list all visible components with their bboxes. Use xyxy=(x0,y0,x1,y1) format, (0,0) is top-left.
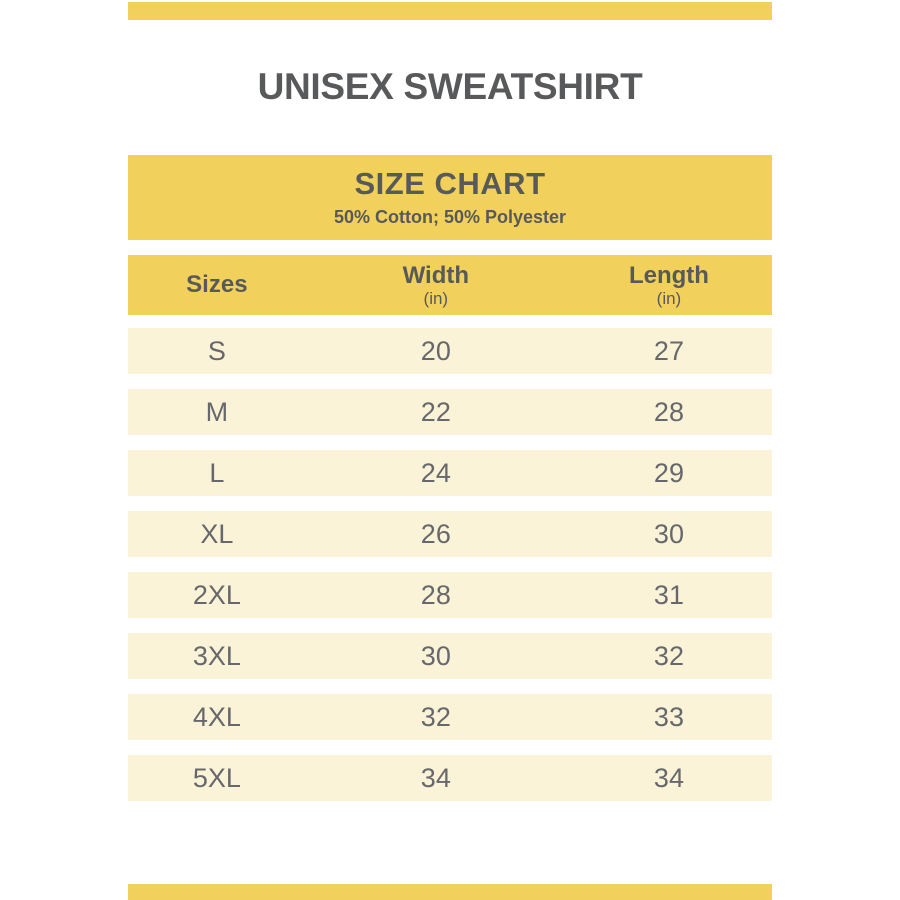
width-cell: 26 xyxy=(420,519,451,549)
table-row: S 20 27 xyxy=(128,328,772,374)
table-body: S 20 27 M 22 28 L 24 29 XL 26 30 2XL 28 … xyxy=(128,328,772,801)
fabric-composition-subtitle: 50% Cotton; 50% Polyester xyxy=(333,207,567,227)
table-row: M 22 28 xyxy=(128,389,772,435)
size-chart-title: SIZE CHART xyxy=(354,166,546,201)
column-header-length: Length (in) xyxy=(566,255,772,315)
width-cell: 28 xyxy=(420,580,451,610)
column-label: Length xyxy=(628,261,709,289)
size-cell: XL xyxy=(200,519,234,549)
size-cell: 4XL xyxy=(192,702,241,732)
table-row: XL 26 30 xyxy=(128,511,772,557)
top-accent-bar xyxy=(128,2,772,20)
column-unit: (in) xyxy=(656,288,682,308)
table-row: 4XL 32 33 xyxy=(128,694,772,740)
size-cell: M xyxy=(205,397,229,427)
table-row: 3XL 30 32 xyxy=(128,633,772,679)
table-row: 2XL 28 31 xyxy=(128,572,772,618)
length-cell: 32 xyxy=(653,641,684,671)
table-header-row: Sizes Width (in) Length (in) xyxy=(128,255,772,315)
size-chart-panel: SIZE CHART 50% Cotton; 50% Polyester xyxy=(128,155,772,240)
size-cell: 5XL xyxy=(192,763,241,793)
column-unit: (in) xyxy=(423,288,449,308)
width-cell: 30 xyxy=(420,641,451,671)
size-cell: L xyxy=(209,458,225,488)
length-cell: 31 xyxy=(653,580,684,610)
width-cell: 34 xyxy=(420,763,451,793)
width-cell: 32 xyxy=(420,702,451,732)
page-title: UNISEX SWEATSHIRT xyxy=(257,66,643,107)
length-cell: 34 xyxy=(653,763,684,793)
bottom-accent-bar xyxy=(128,884,772,900)
length-cell: 33 xyxy=(653,702,684,732)
column-header-sizes: Sizes xyxy=(128,255,306,315)
table-row: 5XL 34 34 xyxy=(128,755,772,801)
length-cell: 29 xyxy=(653,458,684,488)
column-label: Sizes xyxy=(186,271,248,298)
width-cell: 22 xyxy=(420,397,451,427)
table-row: L 24 29 xyxy=(128,450,772,496)
width-cell: 20 xyxy=(420,336,451,366)
column-label: Width xyxy=(402,261,470,289)
length-cell: 28 xyxy=(653,397,684,427)
length-cell: 27 xyxy=(653,336,684,366)
size-cell: 3XL xyxy=(192,641,241,671)
width-cell: 24 xyxy=(420,458,451,488)
length-cell: 30 xyxy=(653,519,684,549)
size-cell: 2XL xyxy=(192,580,241,610)
size-cell: S xyxy=(207,336,226,366)
column-header-width: Width (in) xyxy=(306,255,566,315)
